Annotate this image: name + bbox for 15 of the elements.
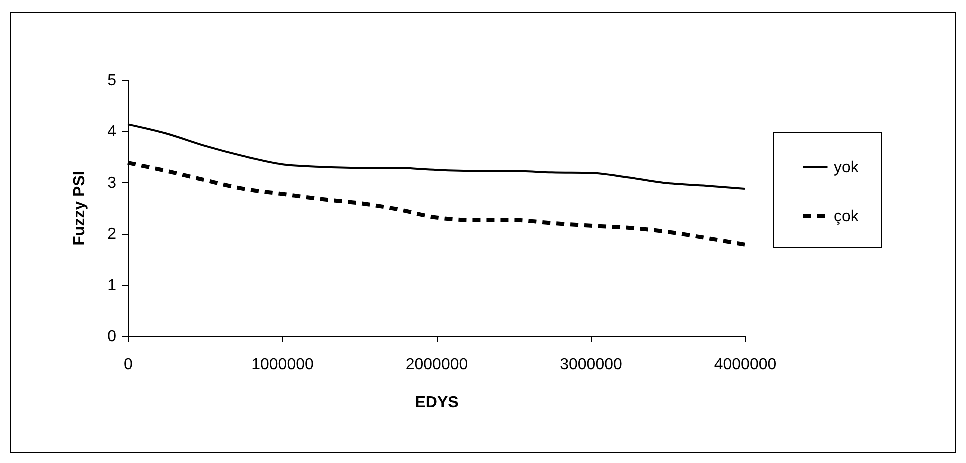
y-tick-label: 5 xyxy=(108,72,117,90)
y-tick-label: 0 xyxy=(108,328,117,346)
y-tick-label: 1 xyxy=(108,277,117,294)
x-tick-label: 0 xyxy=(124,356,134,374)
x-tick-label: 1000000 xyxy=(252,356,314,374)
y-tick-label: 3 xyxy=(108,174,117,192)
x-tick-label: 3000000 xyxy=(560,356,622,374)
y-tick-label: 2 xyxy=(108,226,117,244)
y-tick-label: 4 xyxy=(108,124,117,141)
x-tick-label: 4000000 xyxy=(714,356,777,374)
y-axis-title: Fuzzy PSI xyxy=(72,171,89,246)
legend-label: çok xyxy=(834,208,860,226)
legend-label: yok xyxy=(834,160,860,176)
x-tick-label: 2000000 xyxy=(406,356,468,374)
x-axis-title: EDYS xyxy=(415,394,460,412)
